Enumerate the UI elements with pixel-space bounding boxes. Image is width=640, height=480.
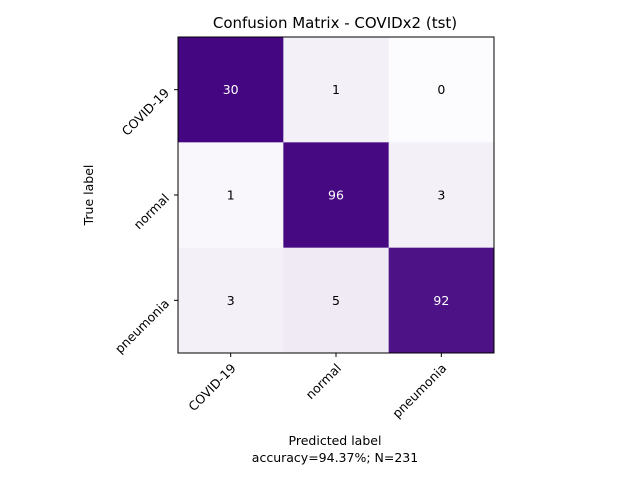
cell-value-r2-c1: 5 xyxy=(332,293,340,308)
heatmap-cell-r0-c2 xyxy=(388,37,495,143)
x-tick-label: COVID-19 xyxy=(185,360,239,414)
cell-value-r1-c1: 96 xyxy=(328,188,344,203)
x-axis-ticks: COVID-19 normal pneumonia xyxy=(185,353,449,421)
y-axis-ticks: COVID-19 normal pneumonia xyxy=(112,85,178,356)
heatmap-cell-r0-c0 xyxy=(178,37,284,143)
y-tick-label: COVID-19 xyxy=(119,85,173,139)
y-axis-label: True label xyxy=(81,165,96,227)
cell-value-r2-c0: 3 xyxy=(227,293,235,308)
heatmap-cell-labels: 30 1 0 1 96 3 3 5 92 xyxy=(223,82,450,308)
heatmap-cell-r1-c0 xyxy=(178,142,284,249)
heatmap-cell-r2-c0 xyxy=(178,247,284,354)
cell-value-r1-c2: 3 xyxy=(437,188,445,203)
cell-value-r0-c1: 1 xyxy=(332,82,340,97)
heatmap-cell-r1-c2 xyxy=(388,142,495,249)
heatmap-cell-r2-c1 xyxy=(283,247,390,354)
heatmap-cell-r0-c1 xyxy=(283,37,390,143)
chart-title: Confusion Matrix - COVIDx2 (tst) xyxy=(213,14,457,32)
x-axis-sublabel: accuracy=94.37%; N=231 xyxy=(252,450,418,465)
cell-value-r2-c2: 92 xyxy=(433,293,449,308)
cell-value-r0-c0: 30 xyxy=(223,82,239,97)
heatmap-cells xyxy=(178,37,495,354)
heatmap-cell-r2-c2 xyxy=(388,247,495,354)
y-tick-label: pneumonia xyxy=(112,296,172,356)
x-axis-label: Predicted label xyxy=(289,433,382,448)
x-tick-label: pneumonia xyxy=(389,361,449,421)
y-tick-label: normal xyxy=(131,191,173,233)
cell-value-r0-c2: 0 xyxy=(437,82,445,97)
x-tick-label: normal xyxy=(303,361,345,403)
heatmap-cell-r1-c1 xyxy=(283,142,390,249)
cell-value-r1-c0: 1 xyxy=(227,188,235,203)
